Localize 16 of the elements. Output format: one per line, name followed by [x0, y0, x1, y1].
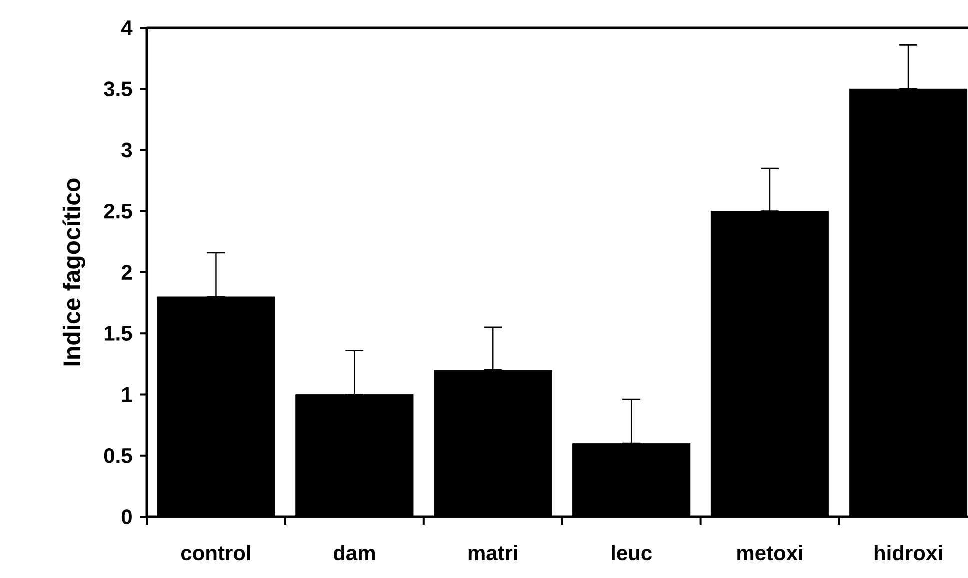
y-tick-label: 2.5 — [104, 204, 132, 219]
y-tick-label: 1 — [122, 388, 132, 402]
y-tick-label: 0 — [122, 510, 132, 524]
y-tick-label: 3 — [122, 142, 132, 158]
y-axis-title: Indice fagocítico — [62, 178, 86, 366]
x-tick-label: matri — [468, 545, 518, 561]
x-tick-label: leuc — [612, 545, 652, 561]
x-tick-label: hidroxi — [874, 545, 942, 561]
x-tick-label: metoxi — [738, 545, 802, 561]
y-tick-label: 2 — [122, 265, 132, 280]
x-tick-label: dam — [334, 545, 375, 561]
y-tick-label: 0.5 — [104, 448, 132, 464]
y-tick-label: 1.5 — [104, 326, 132, 341]
x-tick-label: control — [181, 545, 250, 561]
y-tick-label: 3.5 — [104, 82, 132, 97]
y-tick-label: 4 — [121, 20, 133, 36]
